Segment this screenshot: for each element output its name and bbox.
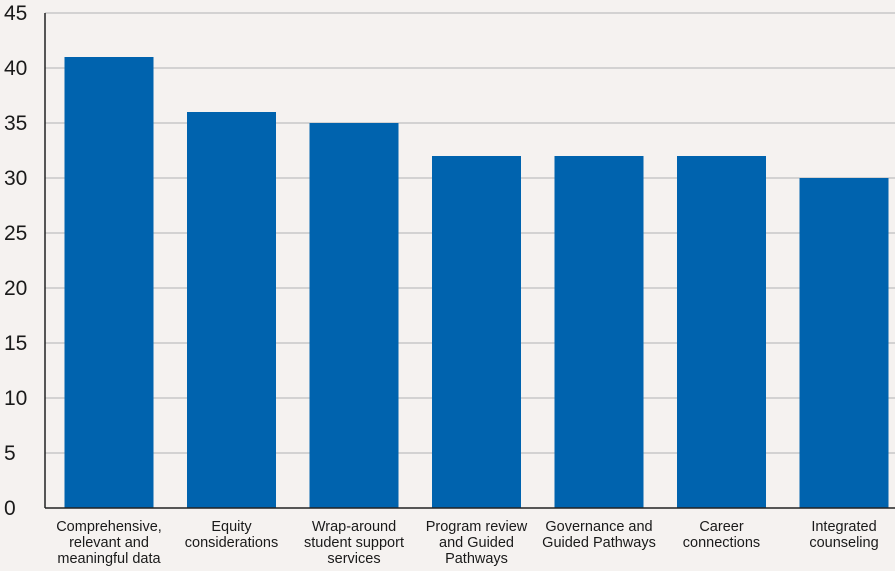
x-category-label-line: counseling	[809, 535, 878, 551]
bar	[187, 112, 276, 508]
x-category-label-line: Wrap-around	[312, 519, 396, 535]
x-category-label-line: Equity	[211, 519, 252, 535]
x-category-label-line: and Guided	[439, 535, 514, 551]
y-tick-label: 45	[4, 2, 27, 25]
y-tick-label: 40	[4, 57, 27, 80]
bar	[677, 156, 766, 508]
x-category-label-line: Guided Pathways	[542, 535, 656, 551]
x-category-label-line: meaningful data	[57, 551, 161, 567]
x-category-label-line: Pathways	[445, 551, 508, 567]
x-category-label-line: Career	[699, 519, 743, 535]
x-category-label-line: student support	[304, 535, 404, 551]
y-tick-label: 35	[4, 112, 27, 135]
y-tick-label: 10	[4, 387, 27, 410]
x-category-label-line: Program review	[426, 519, 528, 535]
x-axis-category-labels: Comprehensive, relevant and meaningful dat…	[56, 519, 878, 567]
x-category-label: Governance and Guided Pathways	[542, 519, 656, 551]
y-axis-tick-labels: 0 5 10 15 20 25 30 35 40 45	[4, 2, 27, 520]
axes	[44, 13, 895, 509]
x-category-label: Program review and Guided Pathways	[426, 519, 528, 567]
y-tick-label: 5	[4, 442, 16, 465]
x-category-label: Equity considerations	[185, 519, 279, 551]
x-category-label-line: services	[327, 551, 380, 567]
x-category-label-line: relevant and	[69, 535, 149, 551]
x-category-label-line: Comprehensive,	[56, 519, 162, 535]
x-category-label: Career connections	[683, 519, 760, 551]
x-category-label: Wrap-around student support services	[304, 519, 404, 567]
x-category-label-line: Governance and	[545, 519, 652, 535]
y-tick-label: 30	[4, 167, 27, 190]
y-tick-label: 0	[4, 497, 16, 520]
x-category-label-line: Integrated	[811, 519, 876, 535]
bar	[432, 156, 521, 508]
bar	[799, 178, 889, 508]
bars	[64, 57, 889, 508]
y-tick-label: 15	[4, 332, 27, 355]
y-tick-label: 25	[4, 222, 27, 245]
x-category-label: Integrated counseling	[809, 519, 878, 551]
x-category-label-line: considerations	[185, 535, 279, 551]
y-tick-label: 20	[4, 277, 27, 300]
x-category-label: Comprehensive, relevant and meaningful dat…	[56, 519, 162, 567]
bar	[64, 57, 154, 508]
x-category-label-line: connections	[683, 535, 760, 551]
bar	[554, 156, 644, 508]
bar	[309, 123, 399, 508]
